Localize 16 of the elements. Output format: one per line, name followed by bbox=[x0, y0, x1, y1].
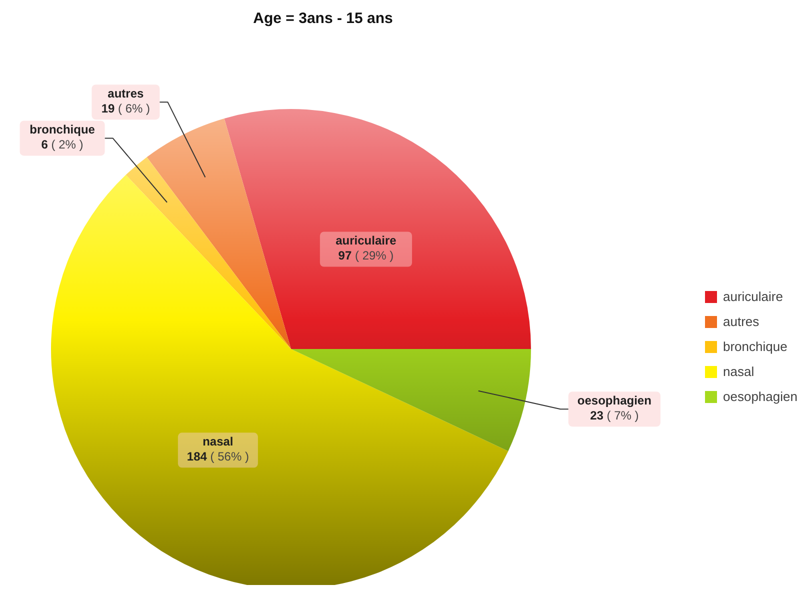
legend-label: autres bbox=[723, 314, 760, 329]
slice-label: autres bbox=[108, 86, 144, 101]
legend-label: oesophagien bbox=[723, 389, 798, 404]
data-label: 23 ( 7% ) bbox=[590, 408, 639, 423]
data-label: 19 ( 6% ) bbox=[101, 102, 150, 116]
chart-title: Age = 3ans - 15 ans bbox=[252, 10, 394, 27]
data-label: 6 ( 2% ) bbox=[41, 138, 84, 152]
data-label: 184 ( 56% ) bbox=[186, 450, 249, 464]
legend-label: nasal bbox=[723, 364, 754, 379]
slice-label: auriculaire bbox=[336, 234, 397, 248]
legend-label: bronchique bbox=[723, 339, 788, 354]
slice-label: oesophagien bbox=[577, 394, 652, 408]
legend-label: auriculaire bbox=[723, 289, 783, 304]
slice-label: bronchique bbox=[30, 122, 96, 137]
data-label: 97 ( 29% ) bbox=[338, 248, 394, 263]
slice-label: nasal bbox=[202, 434, 234, 449]
